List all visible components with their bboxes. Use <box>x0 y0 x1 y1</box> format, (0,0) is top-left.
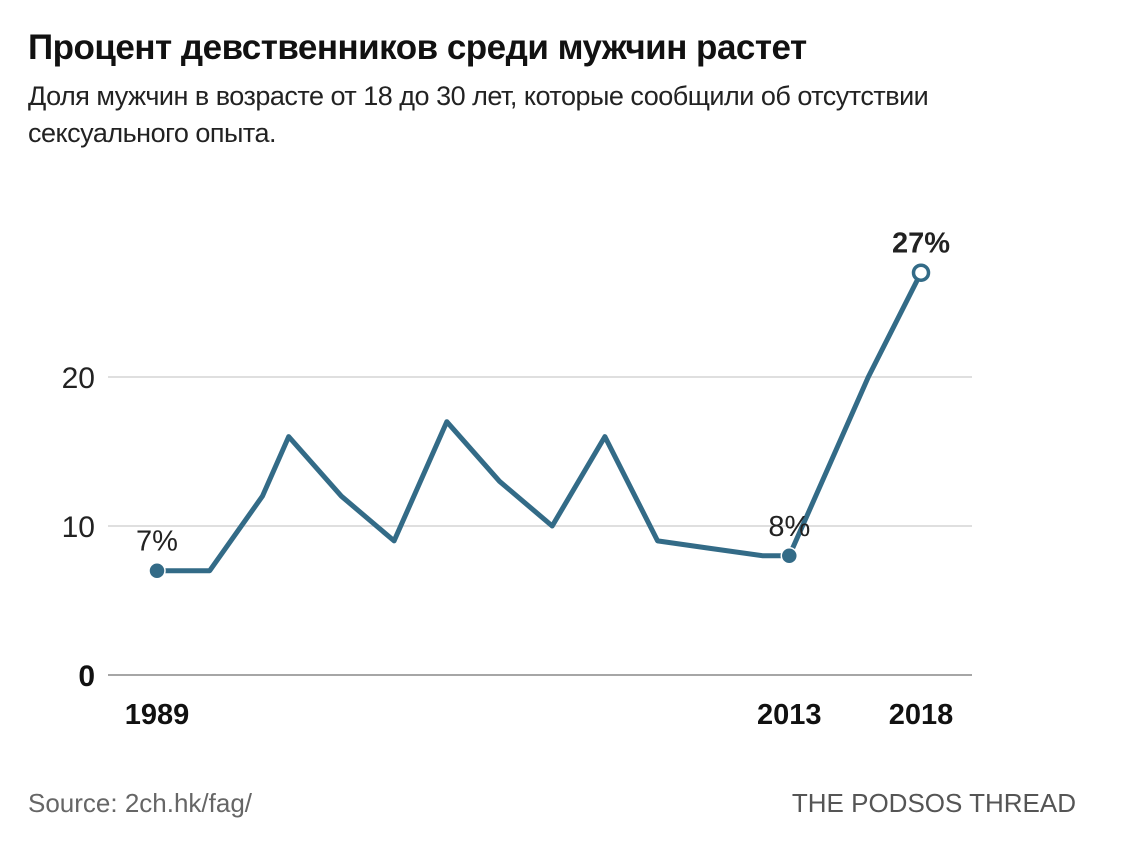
data-label-2018: 27% <box>892 228 950 260</box>
data-label-1989: 7% <box>136 526 178 558</box>
data-point-1989 <box>148 561 166 580</box>
y-tick-label-10: 10 <box>62 511 95 544</box>
x-tick-label-1989: 1989 <box>125 699 190 731</box>
x-tick-label-2018: 2018 <box>889 699 954 731</box>
chart-subtitle: Доля мужчин в возрасте от 18 до 30 лет, … <box>28 81 929 148</box>
source-note: Source: 2ch.hk/fag/ <box>28 788 253 818</box>
y-tick-label-0: 0 <box>78 660 95 693</box>
series-line-0 <box>154 270 924 574</box>
x-tick-label-2013: 2013 <box>757 699 822 731</box>
data-point-2018 <box>911 263 931 282</box>
credit-note: THE PODSOS THREAD <box>791 788 1076 818</box>
data-point-2013 <box>780 547 799 565</box>
y-tick-label-20: 20 <box>62 362 95 395</box>
data-label-2013: 8% <box>768 511 810 543</box>
chart-title: Процент девственников среди мужчин расте… <box>28 28 807 67</box>
